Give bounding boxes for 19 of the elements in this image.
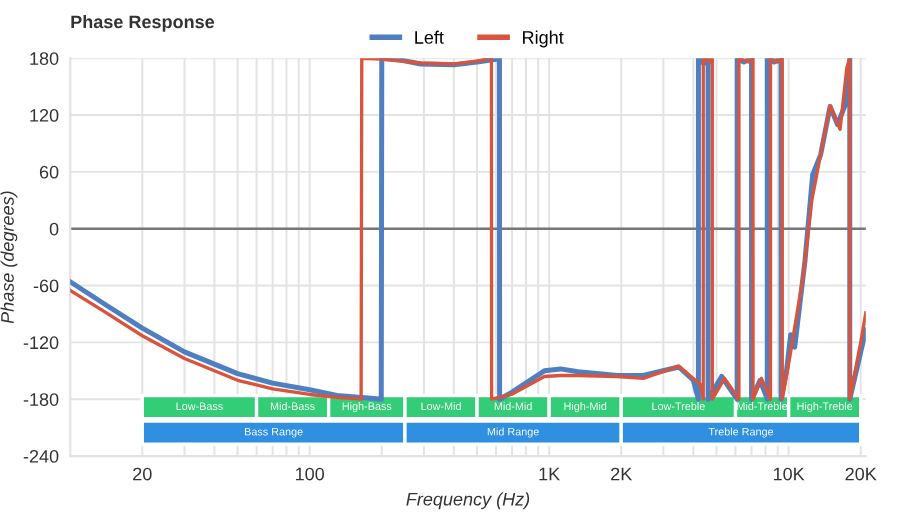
y-tick-label: -120 — [23, 336, 59, 350]
y-tick-label: -240 — [23, 449, 59, 463]
y-tick-label: 0 — [49, 222, 59, 236]
y-tick-label: 60 — [39, 165, 59, 179]
x-tick-label: 10K — [773, 467, 805, 481]
x-tick-label: 20K — [845, 467, 877, 481]
legend-label: Left — [415, 30, 444, 44]
x-tick-label: 20 — [133, 467, 152, 481]
legend-label: Right — [523, 30, 564, 48]
x-axis-title: Frequency (Hz) — [406, 492, 530, 510]
y-tick-label: 120 — [30, 109, 59, 122]
x-tick-label: 1K — [539, 467, 560, 481]
y-axis-title: Phase (degrees) — [0, 191, 18, 324]
chart-title: Phase Response — [71, 14, 215, 32]
y-tick-label: -180 — [23, 393, 59, 406]
x-tick-label: 100 — [295, 467, 325, 481]
x-tick-label: 2K — [611, 467, 633, 481]
y-tick-label: -60 — [33, 279, 59, 293]
y-tick-label: 180 — [30, 52, 59, 65]
